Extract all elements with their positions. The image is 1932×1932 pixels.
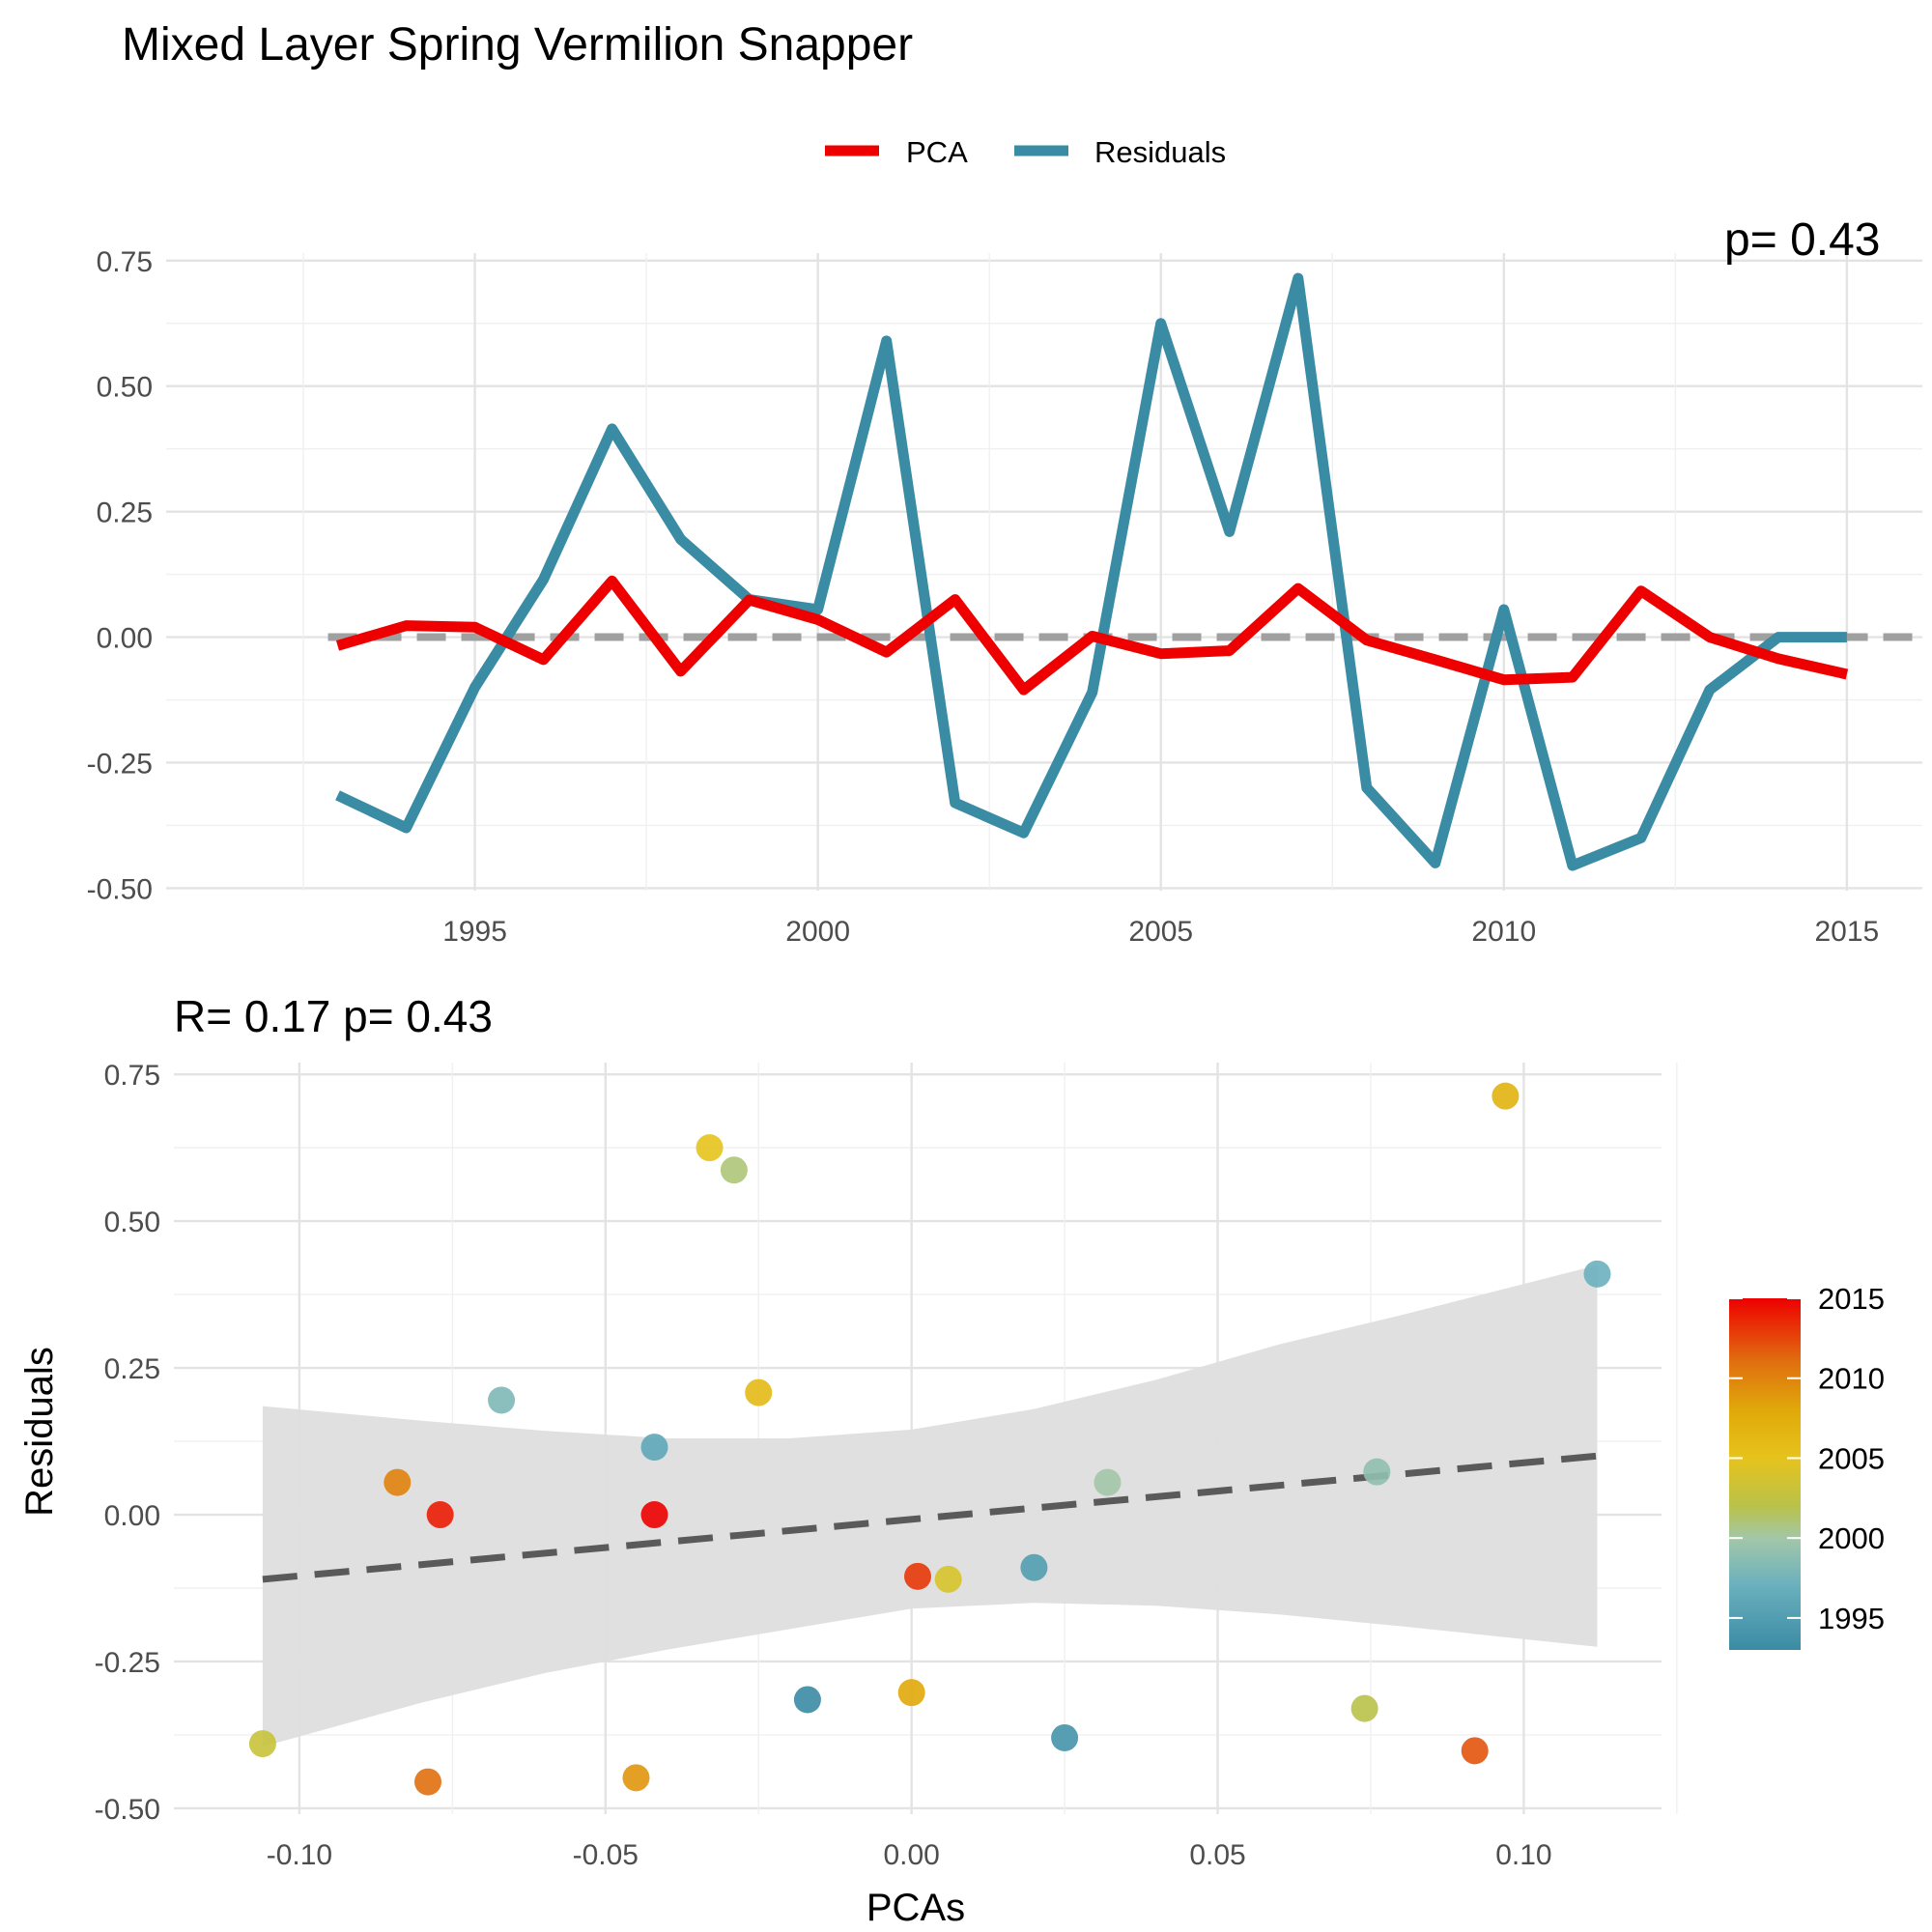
y-tick-label: 0.25	[104, 1353, 160, 1385]
y-tick-label: 0.50	[97, 372, 153, 404]
scatter-point	[745, 1378, 773, 1406]
scatter-panel-x-ticks: -0.10 -0.05 0.00 0.05 0.10	[267, 1839, 1552, 1871]
colorbar: 2015 2010 2005 2000 1995	[1729, 1282, 1885, 1650]
x-tick-label: 2000	[785, 916, 850, 948]
scatter-panel-y-ticks: -0.50 -0.25 0.00 0.25 0.50 0.75	[95, 1060, 160, 1826]
confidence-band	[262, 1264, 1598, 1747]
y-tick-label: -0.50	[95, 1794, 160, 1826]
x-tick-label: 1995	[442, 916, 507, 948]
scatter-point	[426, 1501, 454, 1529]
scatter-point	[248, 1730, 276, 1758]
y-tick-label: -0.25	[87, 748, 153, 780]
scatter-point	[384, 1468, 412, 1496]
scatter-points	[248, 1082, 1611, 1796]
x-tick-label: 0.00	[883, 1839, 939, 1871]
scatter-point	[897, 1679, 925, 1707]
y-tick-label: 0.00	[104, 1500, 160, 1532]
scatter-panel: R= 0.17 p= 0.43 -0.50 -0.25 0.00 0.25 0.50 0.…	[18, 991, 1885, 1929]
scatter-point	[640, 1501, 668, 1529]
corner-annotation: p= 0.43	[1724, 214, 1880, 266]
line-panel-grid	[166, 253, 1922, 891]
scatter-point	[622, 1764, 650, 1792]
legend-label-pca: PCA	[906, 135, 968, 169]
scatter-point	[720, 1156, 748, 1184]
scatter-title: R= 0.17 p= 0.43	[174, 991, 493, 1041]
x-axis-title: PCAs	[867, 1887, 965, 1929]
line-panel: -0.50 -0.25 0.00 0.25 0.50 0.75 1995 2000 2005 2…	[87, 214, 1922, 948]
scatter-point	[904, 1562, 931, 1590]
x-tick-label: 0.05	[1189, 1839, 1245, 1871]
x-tick-label: 2015	[1815, 916, 1880, 948]
line-series	[335, 272, 1849, 871]
scatter-point	[1094, 1468, 1122, 1496]
scatter-point	[793, 1686, 821, 1714]
scatter-point	[414, 1768, 442, 1796]
scatter-point	[1020, 1553, 1048, 1581]
scatter-point	[1461, 1737, 1489, 1765]
series-line-residuals	[335, 272, 1847, 871]
figure-title: Mixed Layer Spring Vermilion Snapper	[122, 19, 913, 71]
line-panel-y-ticks: -0.50 -0.25 0.00 0.25 0.50 0.75	[87, 246, 153, 906]
colorbar-label: 2010	[1818, 1362, 1885, 1396]
scatter-point	[1492, 1082, 1520, 1110]
scatter-point	[1363, 1458, 1391, 1486]
x-tick-label: -0.05	[573, 1839, 639, 1871]
y-tick-label: 0.75	[104, 1060, 160, 1092]
y-tick-label: -0.50	[87, 873, 153, 905]
scatter-point	[488, 1386, 516, 1414]
scatter-point	[696, 1134, 724, 1162]
legend-label-residuals: Residuals	[1094, 135, 1226, 169]
x-tick-label: 2005	[1128, 916, 1193, 948]
scatter-point	[934, 1565, 962, 1593]
scatter-point	[640, 1434, 668, 1462]
y-tick-label: 0.50	[104, 1207, 160, 1238]
x-tick-label: 2010	[1471, 916, 1536, 948]
scatter-point	[1051, 1723, 1079, 1751]
y-tick-label: 0.25	[97, 497, 153, 529]
x-tick-label: -0.10	[267, 1839, 332, 1871]
scatter-point	[1350, 1694, 1378, 1722]
colorbar-label: 1995	[1818, 1602, 1885, 1635]
y-tick-label: 0.75	[97, 246, 153, 278]
x-tick-label: 0.10	[1495, 1839, 1551, 1871]
y-tick-label: -0.25	[95, 1647, 160, 1679]
line-panel-x-ticks: 1995 2000 2005 2010 2015	[442, 916, 1879, 948]
scatter-point	[1583, 1260, 1611, 1288]
colorbar-gradient	[1729, 1298, 1801, 1650]
series-line-pca	[335, 575, 1849, 696]
colorbar-label: 2015	[1818, 1282, 1885, 1316]
y-tick-label: 0.00	[97, 623, 153, 655]
colorbar-label: 2005	[1818, 1441, 1885, 1475]
colorbar-label: 2000	[1818, 1521, 1885, 1555]
legend: PCA Residuals	[825, 135, 1226, 169]
y-axis-title: Residuals	[18, 1347, 61, 1517]
